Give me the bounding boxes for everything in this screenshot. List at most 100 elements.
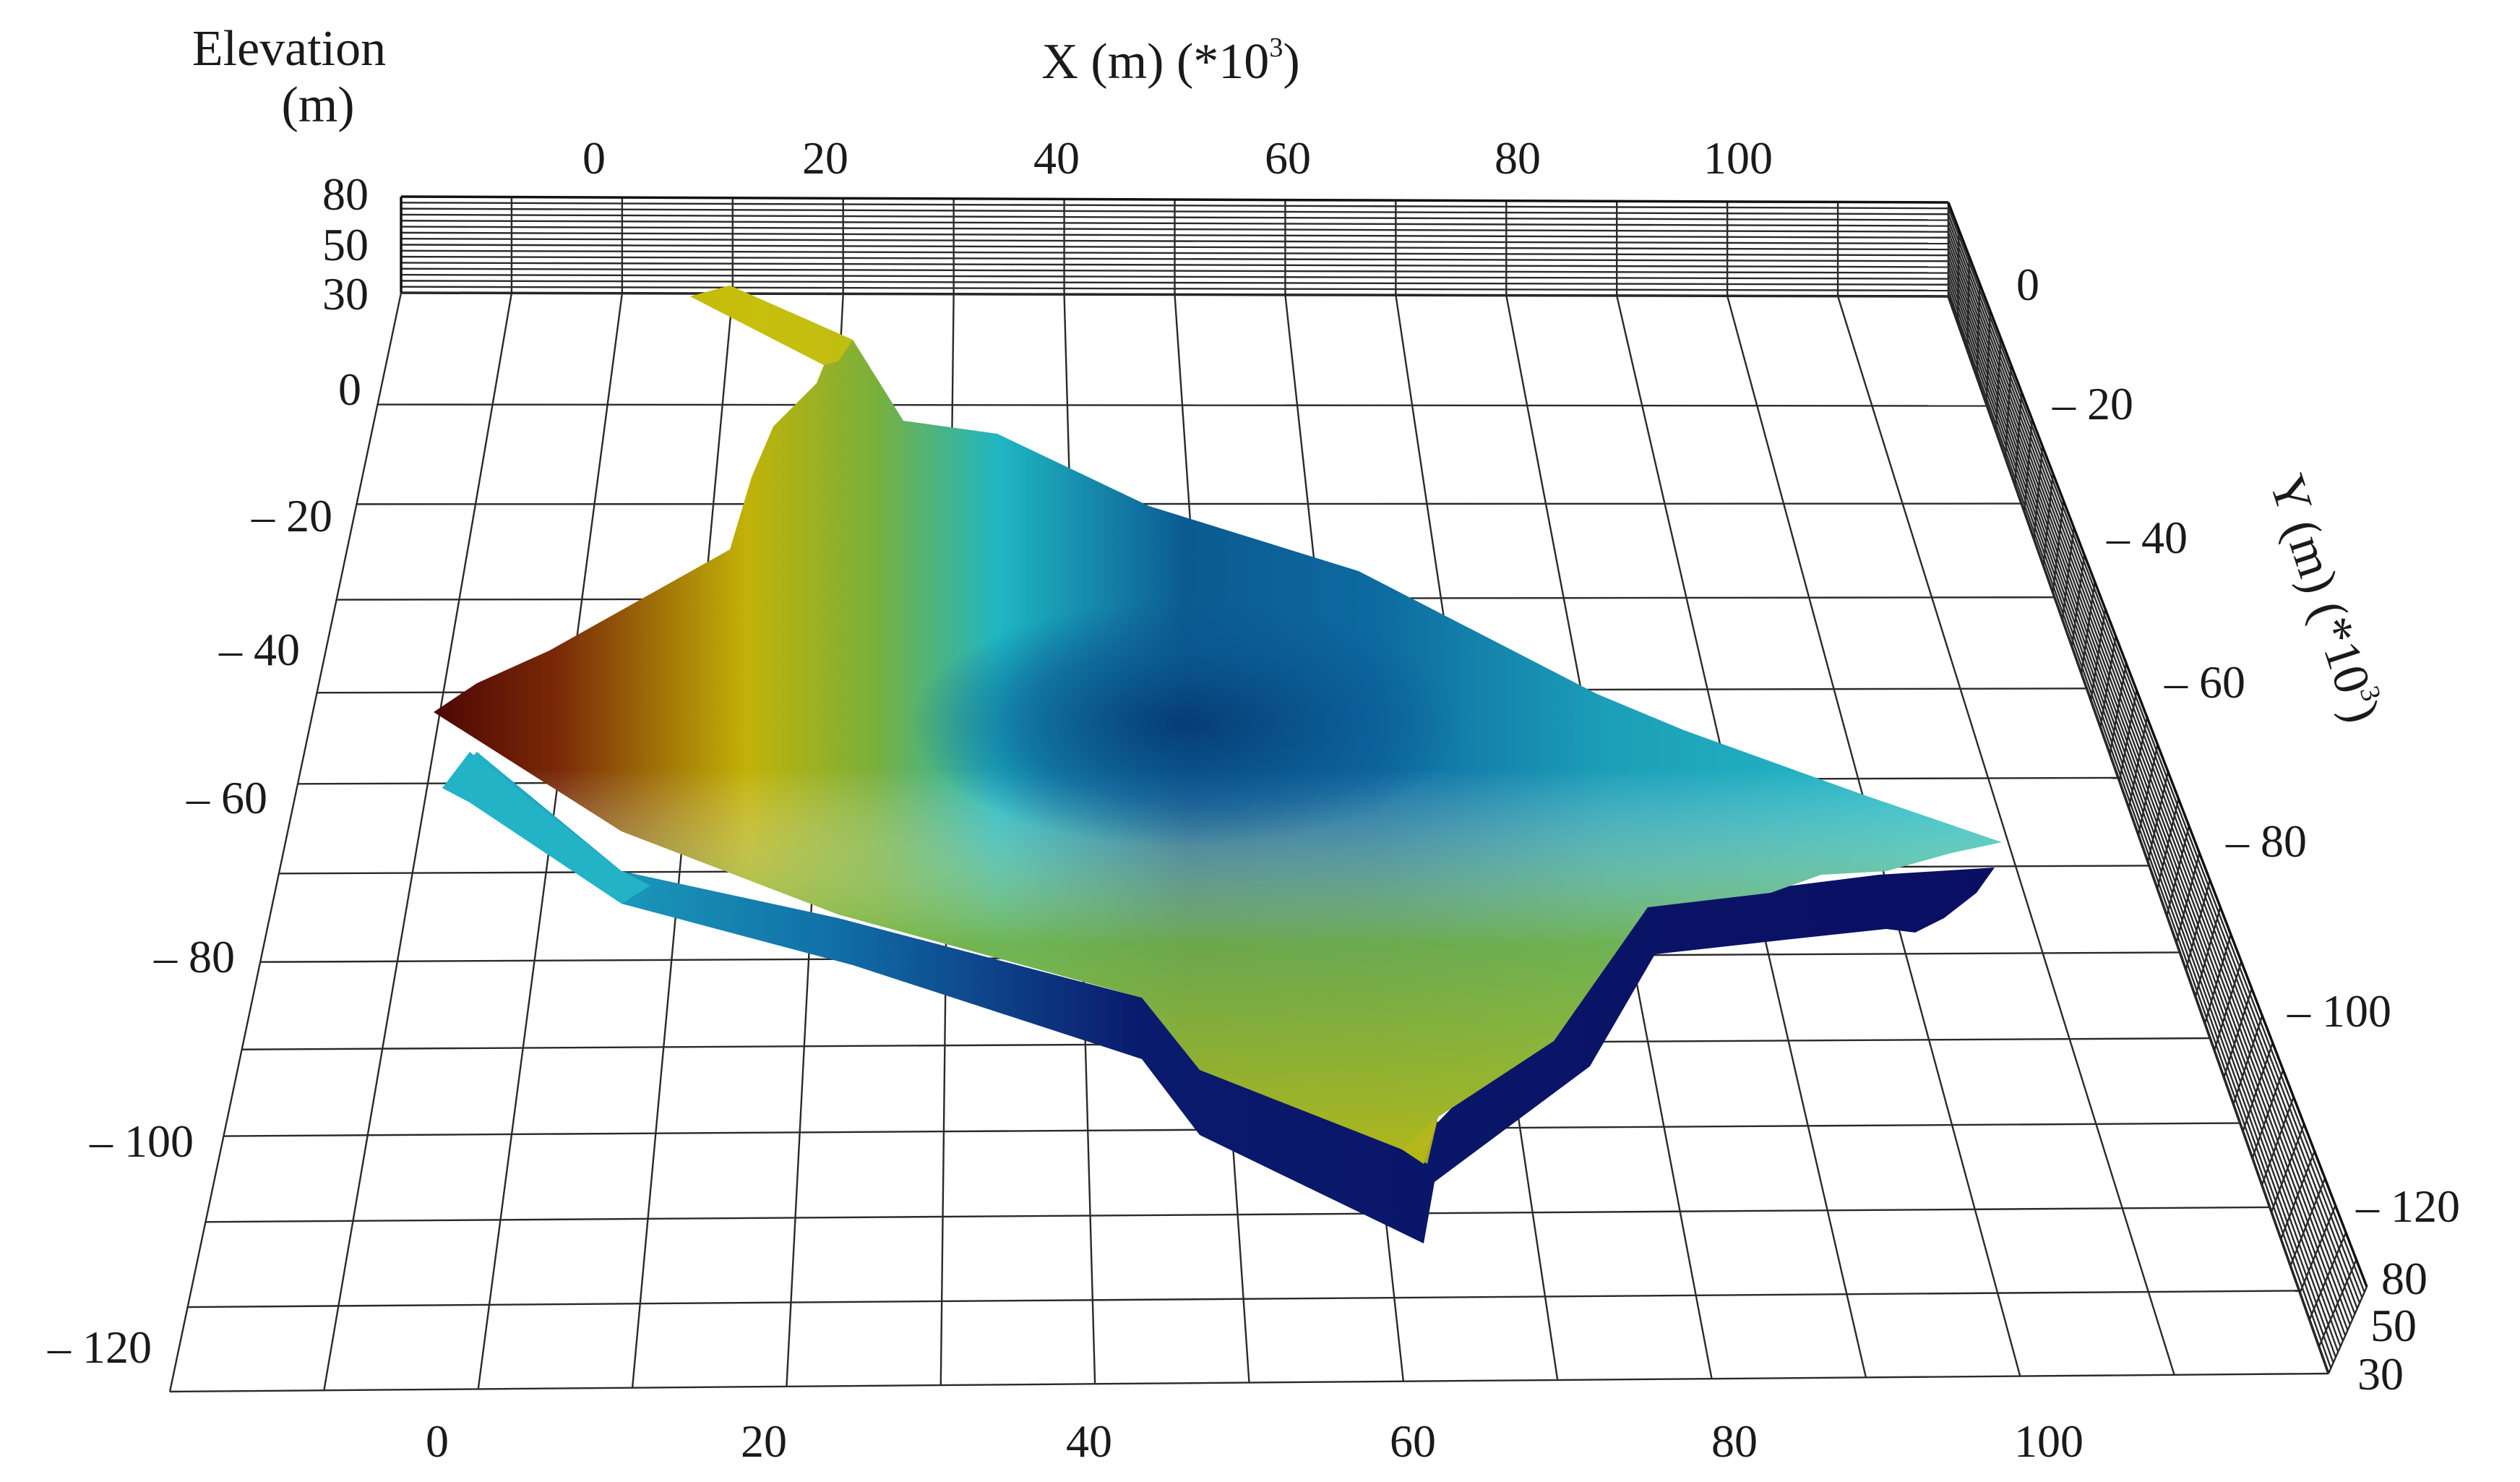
y-left-tick: – 40 [218,624,300,675]
right-wall-line [2042,473,2054,566]
right-wall-line [2261,1097,2295,1186]
x-title-close: ) [1283,34,1299,90]
y-left-ticks: 0 – 20 – 40 – 60 – 80 – 100 – 120 [47,364,361,1373]
lower-surface-edge [442,752,650,904]
elevation-title-line1: Elevation [192,21,386,77]
x-top-tick: 60 [1265,132,1311,184]
right-wall-line [2289,1178,2326,1267]
floor-grid-line [356,502,2022,505]
y-right-tick: – 120 [2355,1181,2460,1232]
right-wall-line [2251,1069,2284,1159]
right-wall-line [2128,717,2149,808]
upper-surface [434,286,2002,1164]
y-left-tick: – 120 [47,1322,152,1373]
y-left-tick: – 80 [153,931,235,982]
right-wall-line [1966,256,1971,351]
y-right-tick: – 100 [2287,985,2391,1037]
x-top-tick: 0 [582,132,606,184]
y-title-main: Y (m) (*10 [2258,468,2381,701]
right-wall-line [2109,663,2128,755]
elev-tick-30: 30 [322,268,369,320]
y-left-tick: 0 [338,364,361,415]
right-wall-line [2299,1205,2336,1293]
x-title-sup: 3 [1269,33,1283,63]
svg-text:Y (m) (*103): Y (m) (*103) [2258,468,2392,729]
right-wall [1947,202,2368,1374]
y-left-tick: – 100 [89,1115,194,1167]
right-wall-line [2004,364,2013,458]
floor-grid-line [323,293,513,1391]
y-left-tick: – 60 [186,772,267,823]
x-axis-title: X (m) (*103) [1041,33,1299,90]
right-wall-line [2080,581,2096,674]
y-right-tick: – 40 [2106,512,2188,563]
x-bottom-tick: 40 [1066,1415,1112,1467]
x-title-main: X (m) (*10 [1041,34,1269,90]
floor-grid-line [1836,296,2175,1376]
right-wall-line [2166,826,2190,917]
corner-elev-tick-80: 80 [2381,1253,2427,1304]
right-wall-line [2175,852,2201,943]
right-wall-line [2327,1286,2368,1374]
right-wall-line [2203,934,2232,1024]
right-wall-line [1976,283,1981,377]
elev-tick-80: 80 [322,168,369,220]
x-top-ticks: 0 20 40 60 80 100 [582,132,1773,184]
corner-elev-tick-50: 50 [2370,1300,2417,1351]
y-right-tick: – 60 [2164,656,2245,708]
right-wall-line [1995,338,2002,432]
floor-grid-line [1947,296,2330,1374]
floor-grid-line [205,1206,2270,1223]
x-top-tick: 100 [1703,132,1773,184]
right-wall-line [2137,744,2159,836]
floor-grid-line [187,1290,2300,1308]
right-wall-line [2070,554,2086,647]
right-wall-line [1985,310,1992,405]
floor-grid-line [169,1372,2329,1393]
right-wall-line [2318,1259,2357,1348]
right-wall-line [2033,446,2044,539]
y-right-tick: – 80 [2225,815,2307,867]
right-wall-line [2013,392,2023,485]
right-wall-line [2270,1123,2305,1212]
x-top-tick: 40 [1033,132,1080,184]
elevation-title-line2: (m) [281,77,354,133]
y-right-ticks: 0 – 20 – 40 – 60 – 80 – 100 – 120 [2016,259,2460,1232]
x-bottom-tick: 100 [2014,1415,2083,1467]
y-right-tick: 0 [2016,259,2039,310]
elevation-ticks-top-left: 80 50 30 [322,168,369,320]
y-left-tick: – 20 [251,490,332,541]
x-bottom-tick: 0 [426,1415,449,1467]
floor-grid-line [168,292,403,1392]
elevation-axis-title: Elevation (m) [192,21,386,133]
floor-grid-line [400,291,1949,298]
right-wall-line [2232,1015,2263,1105]
y-right-tick: – 20 [2052,378,2133,429]
corner-elevation-ticks: 80 50 30 [2357,1253,2427,1400]
right-wall-line [2099,635,2117,728]
right-wall-line [2185,880,2211,970]
x-bottom-tick: 60 [1390,1415,1436,1467]
right-wall-line [2308,1232,2347,1320]
x-bottom-ticks: 0 20 40 60 80 100 [426,1415,2083,1467]
x-bottom-tick: 20 [741,1415,787,1467]
x-top-tick: 20 [802,132,848,184]
right-wall-line [2280,1151,2315,1240]
svg-text:X (m) (*103): X (m) (*103) [1041,33,1299,90]
right-wall-line [2214,961,2242,1051]
elev-tick-50: 50 [322,219,369,270]
right-wall-line [2118,690,2138,781]
right-wall-line [2242,1042,2274,1132]
right-wall-line [2146,771,2169,862]
x-bottom-tick: 80 [1711,1415,1758,1467]
back-wall [400,195,1950,298]
right-wall-line [2156,798,2180,889]
x-top-tick: 80 [1495,132,1541,184]
corner-elev-tick-30: 30 [2357,1348,2404,1400]
right-wall-line [2052,500,2065,593]
y-axis-title: Y (m) (*103) [2258,468,2392,729]
right-wall-line [2223,988,2253,1078]
right-wall-line [2090,609,2107,701]
right-wall-line [2024,419,2033,513]
